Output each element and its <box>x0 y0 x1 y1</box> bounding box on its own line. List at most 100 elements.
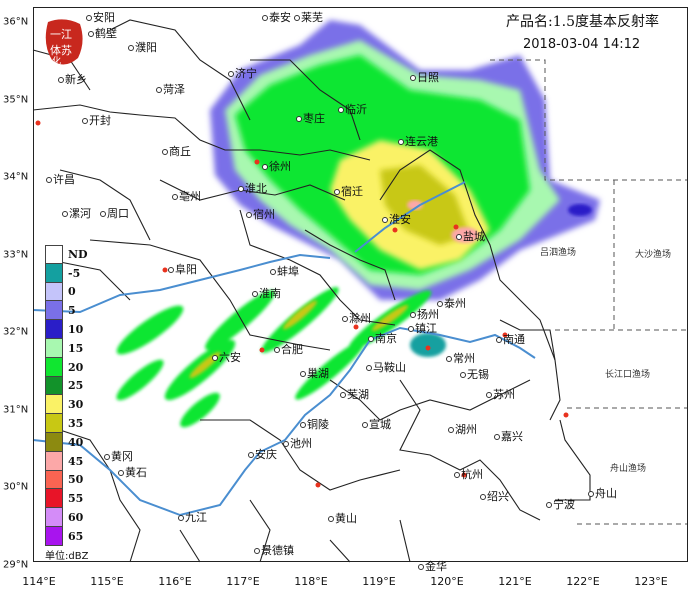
city-marker-icon <box>270 269 276 275</box>
city-marker-icon <box>460 372 466 378</box>
legend-item: 55 <box>45 489 89 509</box>
legend-swatch <box>45 282 63 302</box>
lon-tick-label: 119°E <box>362 575 396 588</box>
legend-label: 40 <box>68 435 84 449</box>
city-name: 淮安 <box>389 213 411 226</box>
city-label: 阜阳 <box>168 264 197 276</box>
city-name: 宿州 <box>253 208 275 221</box>
city-label: 南通 <box>496 334 525 346</box>
city-marker-icon <box>410 75 416 81</box>
city-marker-icon <box>162 149 168 155</box>
city-marker-icon <box>100 211 106 217</box>
city-marker-icon <box>398 139 404 145</box>
city-name: 巢湖 <box>307 367 329 380</box>
legend-label: ND <box>68 247 88 261</box>
city-marker-icon <box>62 211 68 217</box>
city-label: 莱芜 <box>294 12 323 24</box>
city-label: 景德镇 <box>254 545 294 557</box>
city-label: 合肥 <box>274 344 303 356</box>
city-name: 莱芜 <box>301 11 323 24</box>
city-name: 菏泽 <box>163 83 185 96</box>
lat-tick-label: 29°N <box>3 559 29 570</box>
city-name: 嘉兴 <box>501 430 523 443</box>
city-marker-icon <box>82 118 88 124</box>
city-name: 宣城 <box>369 418 391 431</box>
legend-label: 5 <box>68 304 76 318</box>
city-name: 金华 <box>425 560 447 573</box>
city-name: 淮北 <box>245 182 267 195</box>
legend-label: 30 <box>68 398 84 412</box>
legend-label: 10 <box>68 323 84 337</box>
city-marker-icon <box>366 365 372 371</box>
city-label: 济宁 <box>228 68 257 80</box>
city-label: 淮安 <box>382 214 411 226</box>
city-name: 景德镇 <box>261 544 294 557</box>
city-marker-icon <box>342 316 348 322</box>
city-name: 开封 <box>89 114 111 127</box>
city-marker-icon <box>340 392 346 398</box>
city-marker-icon <box>496 337 502 343</box>
city-marker-icon <box>246 212 252 218</box>
city-label: 徐州 <box>262 161 291 173</box>
lon-tick-label: 116°E <box>158 575 192 588</box>
city-label: 池州 <box>283 438 312 450</box>
city-label: 黄冈 <box>104 451 133 463</box>
legend-swatch <box>45 489 63 509</box>
city-marker-icon <box>168 267 174 273</box>
city-marker-icon <box>252 291 258 297</box>
legend-swatch <box>45 414 63 433</box>
city-name: 亳州 <box>179 190 201 203</box>
city-name: 枣庄 <box>303 112 325 125</box>
city-marker-icon <box>448 427 454 433</box>
legend-unit: 单位:dBZ <box>45 551 89 562</box>
city-label: 舟山 <box>588 488 617 500</box>
city-name: 商丘 <box>169 145 191 158</box>
timestamp: 2018-03-04 14:12 <box>523 37 641 52</box>
city-marker-icon <box>446 356 452 362</box>
city-marker-icon <box>294 15 300 21</box>
product-title: 产品名:1.5度基本反射率 <box>506 14 659 30</box>
city-name: 湖州 <box>455 423 477 436</box>
city-marker-icon <box>296 116 302 122</box>
city-name: 池州 <box>290 437 312 450</box>
legend-label: -5 <box>68 266 81 280</box>
city-name: 安阳 <box>93 11 115 24</box>
legend-label: 15 <box>68 341 84 355</box>
city-name: 黄山 <box>335 512 357 525</box>
lon-tick-label: 123°E <box>634 575 668 588</box>
city-marker-icon <box>262 15 268 21</box>
city-marker-icon <box>254 548 260 554</box>
city-marker-icon <box>328 516 334 522</box>
city-name: 九江 <box>185 511 207 524</box>
legend-swatch <box>45 432 63 452</box>
city-name: 马鞍山 <box>373 361 406 374</box>
dbz-legend: ND -5 0 5 10 15 20 25 30 35 40 45 50 55 60 65 <box>45 245 89 546</box>
legend-label: 45 <box>68 454 84 468</box>
city-label: 泰州 <box>437 298 466 310</box>
legend-item: 25 <box>45 376 89 396</box>
city-marker-icon <box>588 491 594 497</box>
city-label: 金华 <box>418 561 447 573</box>
city-label: 开封 <box>82 115 111 127</box>
city-marker-icon <box>362 422 368 428</box>
lon-tick-label: 121°E <box>498 575 532 588</box>
city-name: 铜陵 <box>307 418 329 431</box>
city-name: 徐州 <box>269 160 291 173</box>
city-name: 临沂 <box>345 103 367 116</box>
city-name: 连云港 <box>405 135 438 148</box>
city-label: 鹤壁 <box>88 28 117 40</box>
city-name: 六安 <box>219 351 241 364</box>
city-name: 南京 <box>375 332 397 345</box>
city-name: 新乡 <box>65 73 87 86</box>
city-name: 泰安 <box>269 11 291 24</box>
city-name: 无锡 <box>467 368 489 381</box>
city-marker-icon <box>128 45 134 51</box>
city-name: 绍兴 <box>487 490 509 503</box>
legend-swatch <box>45 301 63 321</box>
city-marker-icon <box>546 502 552 508</box>
legend-swatch <box>45 470 63 490</box>
legend-swatch <box>45 395 63 415</box>
city-label: 宿迁 <box>334 186 363 198</box>
city-marker-icon <box>248 452 254 458</box>
city-label: 滁州 <box>342 313 371 325</box>
